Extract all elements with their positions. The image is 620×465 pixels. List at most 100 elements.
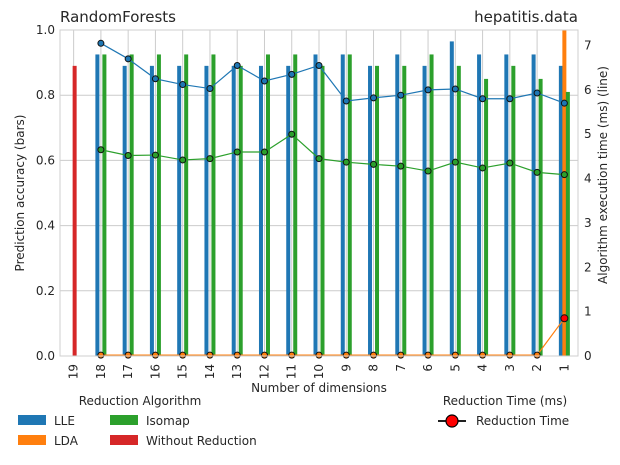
bar-lda — [562, 30, 567, 356]
point-lda — [397, 351, 405, 359]
point-lle — [206, 85, 214, 93]
point-isomap — [397, 162, 405, 170]
point-lda — [560, 314, 569, 323]
point-isomap — [451, 158, 459, 166]
legend-reduction-time: Reduction Time (ms) Reduction Time — [438, 394, 569, 428]
bar-lle — [368, 65, 373, 357]
point-lda — [506, 351, 514, 359]
bar-isomap — [511, 65, 516, 357]
legend-label-lda: LDA — [54, 434, 79, 448]
chart-title-right: hepatitis.data — [474, 8, 578, 26]
point-lda — [533, 351, 541, 359]
y-axis-right-label: Algorithm execution time (ms) (line) — [596, 66, 610, 284]
bar-isomap — [456, 65, 461, 357]
x-tick-label: 14 — [203, 364, 217, 379]
point-lle — [233, 61, 241, 69]
bar-isomap — [429, 54, 434, 356]
point-isomap — [424, 167, 432, 175]
point-lda — [233, 351, 241, 359]
legend-swatch-without-reduction — [110, 435, 138, 445]
legend-line-marker — [445, 414, 459, 428]
bar-lle — [149, 65, 154, 357]
y-left-tick-label: 1.0 — [36, 23, 55, 37]
y-right-tick-label: 0 — [584, 349, 592, 363]
bar-lle — [340, 54, 345, 356]
point-lda — [451, 351, 459, 359]
point-lle — [451, 85, 459, 93]
x-tick-label: 1 — [557, 364, 571, 372]
x-tick-label: 4 — [476, 364, 490, 372]
point-lda — [315, 351, 323, 359]
point-isomap — [260, 148, 268, 156]
bar-isomap — [375, 65, 380, 357]
plot-border — [59, 29, 579, 357]
bar-isomap — [565, 91, 570, 356]
legend-label-isomap: Isomap — [146, 414, 190, 428]
legend-label-lle: LLE — [54, 414, 75, 428]
y-right-tick-label: 7 — [584, 39, 592, 53]
point-isomap — [533, 168, 541, 176]
point-isomap — [97, 146, 105, 154]
y-right-tick-label: 2 — [584, 260, 592, 274]
bar-isomap — [102, 54, 107, 356]
y-right-tick-label: 3 — [584, 216, 592, 230]
bar-isomap — [129, 54, 134, 356]
point-isomap — [179, 156, 187, 164]
point-lle — [370, 94, 378, 102]
y-left-tick-label: 0.6 — [36, 153, 55, 167]
x-tick-label: 11 — [285, 364, 299, 379]
bar-isomap — [484, 78, 489, 357]
x-axis-label: Number of dimensions — [251, 381, 387, 395]
point-lda — [124, 351, 132, 359]
point-lle — [151, 75, 159, 83]
x-tick-label: 17 — [121, 364, 135, 379]
chart-title-left: RandomForests — [60, 8, 176, 26]
y-right-tick-label: 6 — [584, 83, 592, 97]
lines-layer — [97, 39, 569, 359]
y-left-tick-label: 0.2 — [36, 284, 55, 298]
point-lda — [342, 351, 350, 359]
x-tick-label: 19 — [67, 364, 81, 379]
y-left-tick-label: 0.0 — [36, 349, 55, 363]
x-tick-label: 9 — [339, 364, 353, 372]
bar-isomap — [265, 54, 270, 356]
bar-lle — [477, 54, 482, 356]
bar-lle — [504, 54, 509, 356]
bar-isomap — [156, 54, 161, 356]
grid-lines — [60, 29, 578, 357]
bar-isomap — [320, 65, 325, 357]
bar-isomap — [211, 54, 216, 356]
point-lda — [206, 351, 214, 359]
bar-without-reduction — [72, 65, 77, 357]
bar-isomap — [184, 54, 189, 356]
point-lle — [424, 86, 432, 94]
bar-lle — [395, 54, 400, 356]
x-tick-label: 15 — [176, 364, 190, 379]
y-right-tick-label: 5 — [584, 127, 592, 141]
point-lle — [97, 39, 105, 47]
bar-lle — [558, 65, 563, 357]
point-lle — [533, 89, 541, 97]
plot-frame — [59, 29, 579, 357]
bar-lle — [122, 65, 127, 357]
x-tick-label: 3 — [503, 364, 517, 372]
point-isomap — [479, 164, 487, 172]
point-lle — [397, 91, 405, 99]
bar-isomap — [538, 78, 543, 357]
point-lle — [479, 95, 487, 103]
line-lle — [100, 42, 565, 104]
point-lle — [260, 77, 268, 85]
point-isomap — [342, 158, 350, 166]
point-lle — [179, 81, 187, 89]
bar-isomap — [402, 65, 407, 357]
bar-lle — [449, 41, 454, 356]
point-isomap — [288, 130, 296, 138]
legend-bars-title: Reduction Algorithm — [79, 394, 202, 408]
x-tick-label: 10 — [312, 364, 326, 379]
bar-lle — [95, 54, 100, 356]
point-lle — [124, 55, 132, 63]
point-lle — [315, 61, 323, 69]
bar-isomap — [347, 54, 352, 356]
point-isomap — [151, 151, 159, 159]
